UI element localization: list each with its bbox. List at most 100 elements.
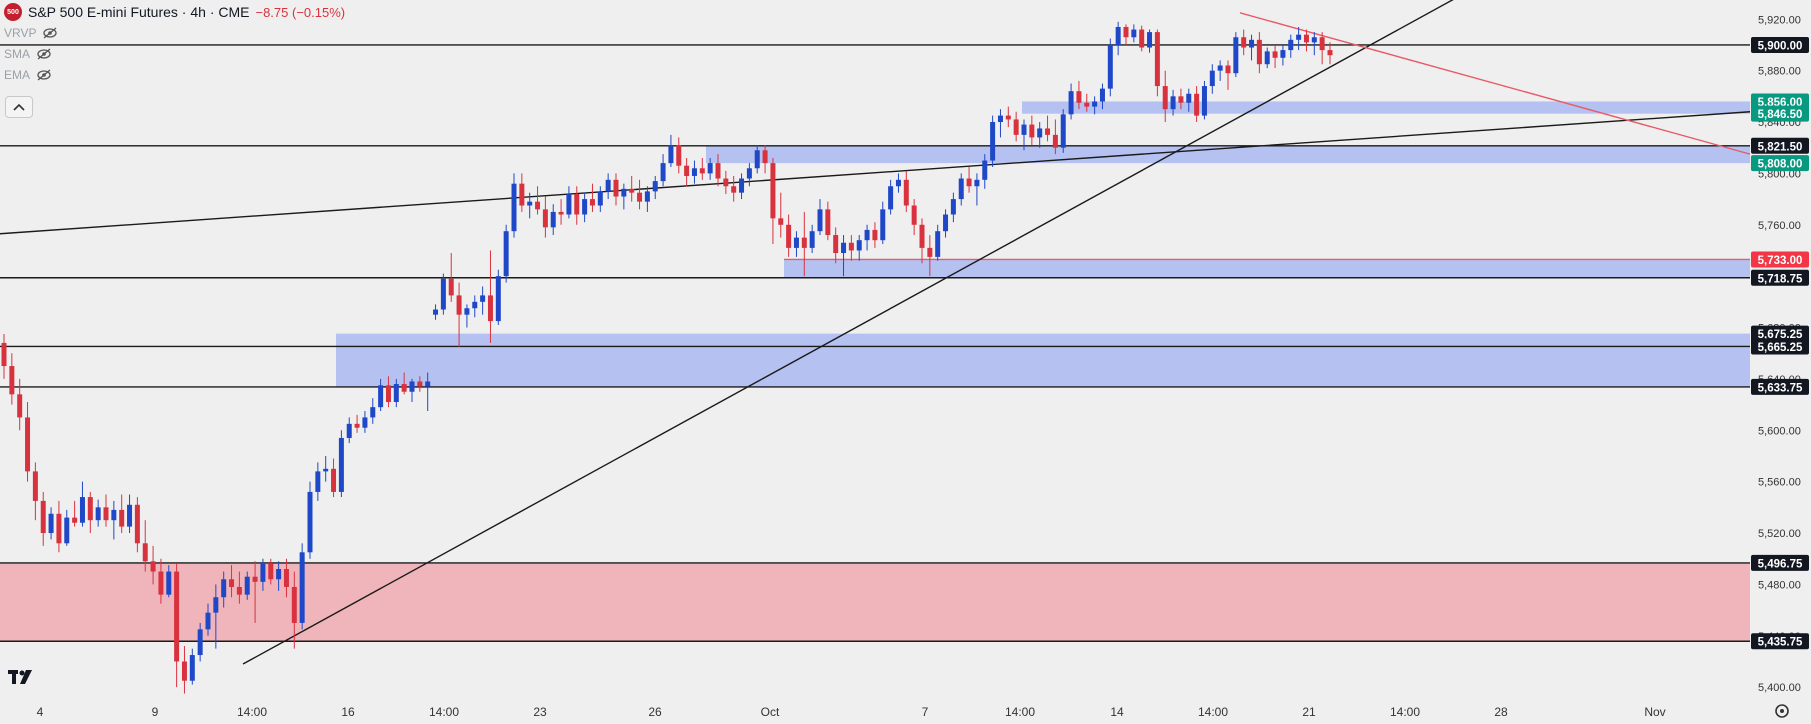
candle[interactable] bbox=[613, 173, 619, 206]
candle[interactable] bbox=[943, 209, 949, 238]
candle[interactable] bbox=[707, 157, 713, 180]
candle[interactable] bbox=[64, 509, 70, 546]
candle[interactable] bbox=[299, 543, 305, 630]
candle[interactable] bbox=[589, 183, 595, 212]
candle[interactable] bbox=[1249, 34, 1255, 61]
candle[interactable] bbox=[841, 235, 847, 277]
black-rising-trendline[interactable] bbox=[242, 0, 1464, 665]
candle[interactable] bbox=[417, 376, 423, 392]
candle[interactable] bbox=[1201, 80, 1207, 120]
candle[interactable] bbox=[378, 378, 384, 412]
candle[interactable] bbox=[1076, 80, 1082, 110]
indicator-sma[interactable]: SMA bbox=[4, 47, 52, 61]
symbol-title[interactable]: S&P 500 E-mini Futures · 4h · CME bbox=[28, 4, 250, 20]
candle[interactable] bbox=[1060, 109, 1066, 153]
candle[interactable] bbox=[1217, 60, 1223, 81]
price-label[interactable]: 5,808.00 bbox=[1751, 155, 1809, 172]
candle[interactable] bbox=[283, 558, 289, 598]
candle[interactable] bbox=[244, 571, 250, 600]
candle[interactable] bbox=[40, 491, 46, 546]
eye-off-icon[interactable] bbox=[36, 48, 52, 60]
price-label[interactable]: 5,900.00 bbox=[1751, 36, 1809, 53]
candle[interactable] bbox=[323, 455, 329, 482]
candle[interactable] bbox=[346, 417, 352, 444]
candle[interactable] bbox=[754, 145, 760, 174]
candle[interactable] bbox=[856, 235, 862, 261]
candle[interactable] bbox=[370, 398, 376, 424]
candle[interactable] bbox=[440, 273, 446, 315]
candle[interactable] bbox=[401, 372, 407, 395]
candle[interactable] bbox=[1147, 29, 1153, 53]
candle[interactable] bbox=[833, 227, 839, 264]
candle[interactable] bbox=[25, 402, 31, 482]
candle[interactable] bbox=[456, 282, 462, 347]
candle[interactable] bbox=[1194, 86, 1200, 123]
candle[interactable] bbox=[1272, 44, 1278, 69]
candle[interactable] bbox=[966, 166, 972, 193]
candle[interactable] bbox=[903, 170, 909, 212]
candle[interactable] bbox=[574, 186, 580, 225]
candle[interactable] bbox=[676, 137, 682, 174]
candle[interactable] bbox=[1029, 115, 1035, 146]
candle[interactable] bbox=[825, 201, 831, 241]
candle[interactable] bbox=[644, 186, 650, 212]
candle[interactable] bbox=[385, 376, 391, 408]
candle[interactable] bbox=[1131, 24, 1137, 43]
price-label[interactable]: 5,733.00 bbox=[1751, 251, 1809, 268]
candle[interactable] bbox=[268, 558, 274, 585]
candle[interactable] bbox=[236, 571, 242, 604]
candle[interactable] bbox=[174, 563, 180, 688]
candle[interactable] bbox=[197, 622, 203, 662]
candle[interactable] bbox=[817, 199, 823, 236]
candle[interactable] bbox=[621, 183, 627, 210]
indicator-ema[interactable]: EMA bbox=[4, 68, 52, 82]
candle[interactable] bbox=[997, 109, 1003, 138]
candle[interactable] bbox=[1296, 26, 1302, 51]
candle[interactable] bbox=[637, 179, 643, 210]
candle[interactable] bbox=[56, 500, 62, 553]
candle[interactable] bbox=[1327, 42, 1333, 65]
candle[interactable] bbox=[1178, 88, 1184, 110]
candle[interactable] bbox=[158, 558, 164, 604]
candle[interactable] bbox=[252, 561, 258, 623]
candle[interactable] bbox=[982, 154, 988, 189]
candle[interactable] bbox=[32, 462, 38, 521]
candle[interactable] bbox=[888, 179, 894, 215]
candle[interactable] bbox=[1241, 29, 1247, 56]
candle[interactable] bbox=[472, 295, 478, 318]
candle[interactable] bbox=[331, 458, 337, 498]
candle[interactable] bbox=[181, 646, 187, 694]
candle[interactable] bbox=[691, 160, 697, 184]
candle[interactable] bbox=[362, 411, 368, 433]
eye-off-icon[interactable] bbox=[36, 69, 52, 81]
candle[interactable] bbox=[895, 173, 901, 193]
candle[interactable] bbox=[166, 565, 172, 598]
candle[interactable] bbox=[919, 218, 925, 264]
price-label[interactable]: 5,435.75 bbox=[1751, 633, 1809, 650]
candle[interactable] bbox=[487, 250, 493, 343]
black-resistance-line[interactable] bbox=[0, 111, 1751, 235]
candle[interactable] bbox=[433, 304, 439, 320]
candle[interactable] bbox=[1092, 96, 1098, 115]
candle[interactable] bbox=[880, 201, 886, 245]
candle[interactable] bbox=[1209, 64, 1215, 94]
candle[interactable] bbox=[1021, 119, 1027, 151]
candle[interactable] bbox=[1162, 70, 1168, 123]
candle[interactable] bbox=[848, 235, 854, 261]
candle[interactable] bbox=[464, 304, 470, 328]
candle[interactable] bbox=[950, 192, 956, 223]
candle[interactable] bbox=[1186, 88, 1192, 112]
candle[interactable] bbox=[134, 497, 140, 553]
candle[interactable] bbox=[1005, 106, 1011, 128]
candle[interactable] bbox=[715, 154, 721, 187]
candle[interactable] bbox=[260, 558, 266, 591]
candle[interactable] bbox=[354, 414, 360, 433]
price-label[interactable]: 5,718.75 bbox=[1751, 269, 1809, 286]
candle[interactable] bbox=[974, 173, 980, 206]
candle[interactable] bbox=[1311, 32, 1317, 56]
candle[interactable] bbox=[1264, 47, 1270, 69]
candle[interactable] bbox=[189, 648, 195, 685]
candle[interactable] bbox=[307, 481, 313, 559]
candle[interactable] bbox=[142, 520, 148, 572]
candle[interactable] bbox=[1045, 115, 1051, 142]
